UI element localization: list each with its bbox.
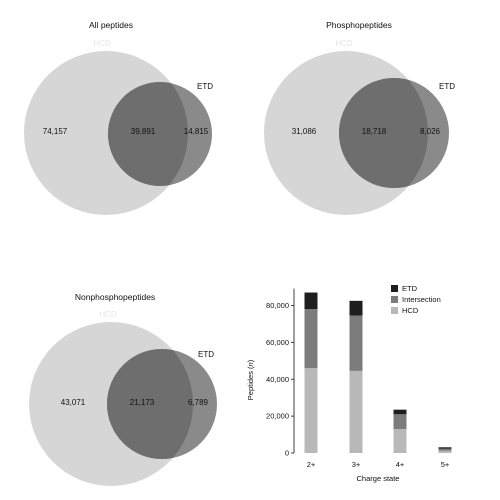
venn-title: All peptides (89, 20, 133, 30)
venn-all-peptides: All peptides HCD ETD 74,157 39,891 14,81… (24, 20, 213, 215)
etd-label: ETD (439, 82, 455, 91)
charge-state-bar-chart: 0 20,000 40,000 60,000 80,000 2+ 3+ 4+ 5+ Charg… (246, 284, 452, 483)
legend-label-intersection: Intersection (402, 295, 441, 304)
hcd-label: HCD (99, 310, 117, 319)
bar-etd-4plus (393, 409, 407, 415)
intersection-lens (339, 78, 428, 188)
bars (304, 292, 452, 453)
venn-nonphosphopeptides: Nonphosphopeptides HCD ETD 43,071 21,173… (29, 292, 217, 486)
etd-only-count: 14,815 (184, 127, 209, 136)
hcd-only-count: 43,071 (61, 398, 86, 407)
legend-swatch-etd (391, 285, 398, 292)
y-axis-title: Peptides (n) (246, 359, 255, 400)
venn-phosphopeptides: Phosphopeptides HCD ETD 31,086 18,718 8,… (264, 20, 455, 215)
intersection-count: 18,718 (362, 127, 387, 136)
etd-label: ETD (198, 350, 214, 359)
hcd-label: HCD (93, 39, 111, 48)
y-tick-label: 40,000 (266, 375, 289, 384)
etd-only-count: 6,789 (188, 398, 209, 407)
y-tick-label: 20,000 (266, 412, 289, 421)
venn-title: Phosphopeptides (326, 20, 392, 30)
bar-hcd-3plus (349, 370, 363, 453)
hcd-label: HCD (335, 39, 353, 48)
bar-intersection-4plus (393, 414, 407, 430)
legend-label-hcd: HCD (402, 306, 419, 315)
etd-only-count: 8,026 (420, 127, 441, 136)
bar-etd-2plus (304, 292, 318, 310)
bar-intersection-2plus (304, 309, 318, 369)
y-tick-label: 80,000 (266, 301, 289, 310)
legend-swatch-intersection (391, 296, 398, 303)
x-ticks: 2+ 3+ 4+ 5+ (307, 460, 450, 469)
etd-label: ETD (197, 82, 213, 91)
x-tick-label: 2+ (307, 460, 316, 469)
legend: ETD Intersection HCD (391, 284, 441, 315)
bar-intersection-3plus (349, 315, 363, 371)
x-tick-label: 3+ (352, 460, 361, 469)
x-tick-label: 4+ (396, 460, 405, 469)
x-tick-label: 5+ (441, 460, 450, 469)
bar-hcd-5plus (438, 450, 452, 453)
hcd-only-count: 74,157 (43, 127, 68, 136)
intersection-count: 39,891 (131, 127, 156, 136)
bar-etd-5plus (438, 447, 452, 449)
bar-intersection-5plus (438, 448, 452, 451)
y-tick-label: 60,000 (266, 338, 289, 347)
x-axis-title: Charge state (357, 474, 400, 483)
legend-label-etd: ETD (402, 284, 418, 293)
bar-hcd-2plus (304, 368, 318, 453)
y-ticks: 0 20,000 40,000 60,000 80,000 (266, 301, 294, 458)
bar-etd-3plus (349, 300, 363, 316)
bar-hcd-4plus (393, 429, 407, 453)
legend-swatch-hcd (391, 307, 398, 314)
intersection-count: 21,173 (130, 398, 155, 407)
venn-title: Nonphosphopeptides (75, 292, 155, 302)
y-tick-label: 0 (285, 449, 289, 458)
hcd-only-count: 31,086 (292, 127, 317, 136)
